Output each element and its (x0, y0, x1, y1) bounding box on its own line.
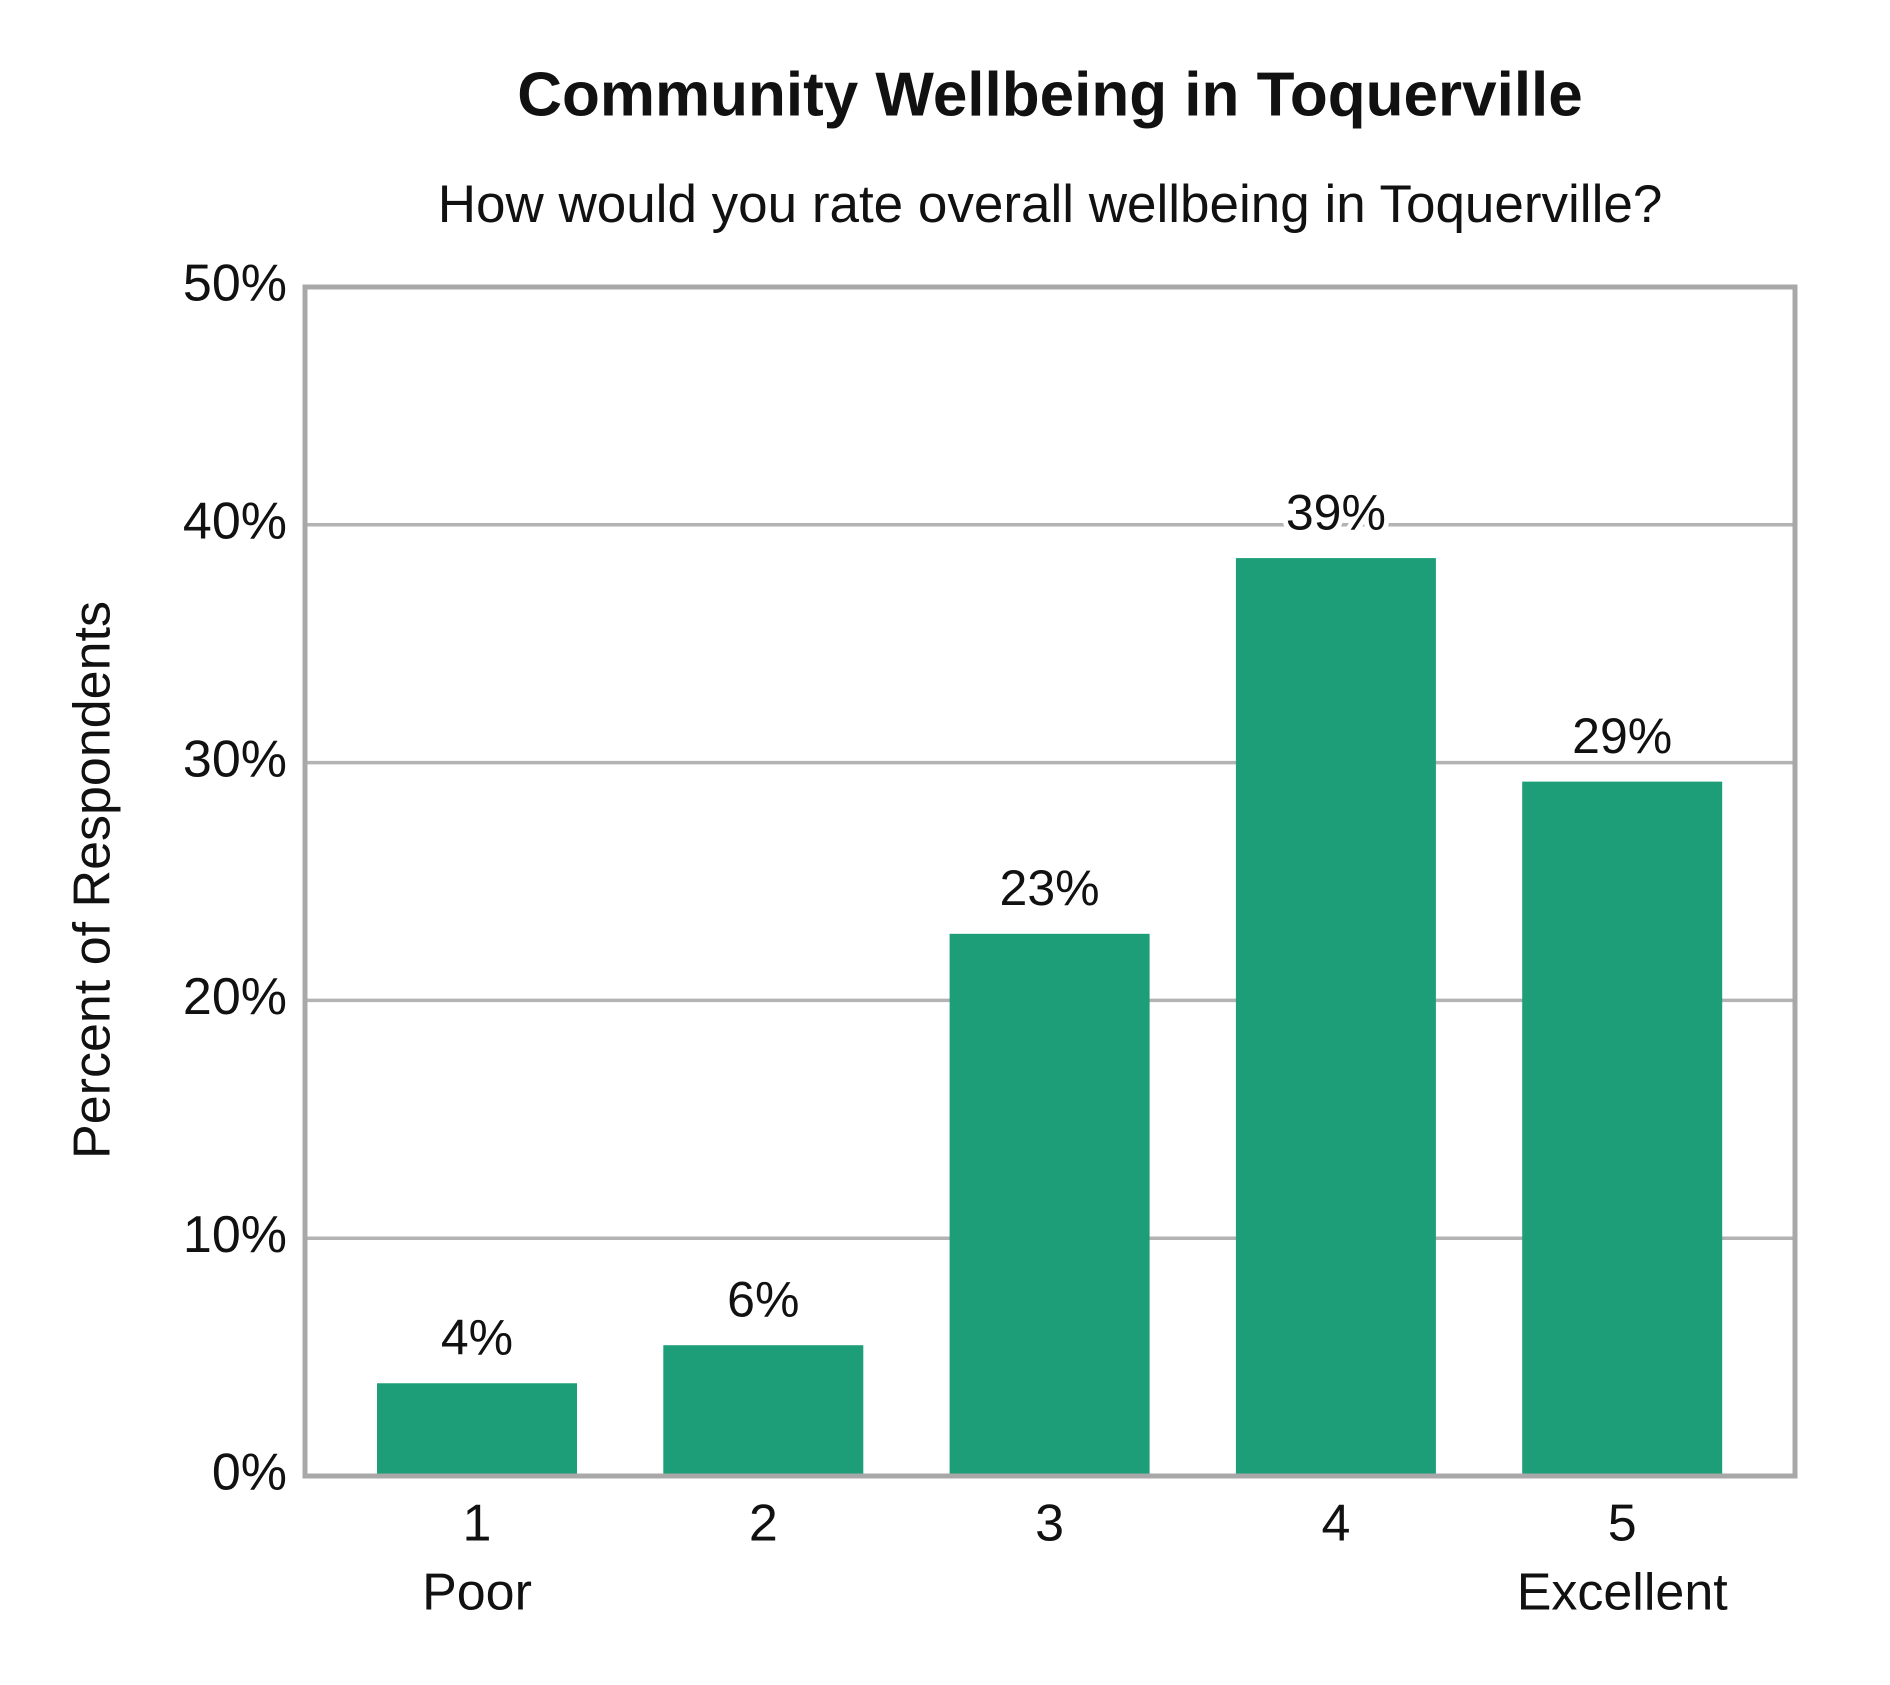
bar (1235, 558, 1436, 1476)
y-axis-title: Percent of Respondents (64, 601, 122, 1159)
y-tick-label: 10% (183, 1206, 287, 1264)
chart-title: Community Wellbeing in Toquerville (517, 60, 1583, 129)
value-label: 4% (441, 1309, 513, 1365)
y-tick-label: 20% (183, 968, 287, 1026)
y-tick-label: 0% (212, 1444, 287, 1502)
x-tick-label: 5 (1608, 1495, 1637, 1553)
x-tick-label: 4 (1321, 1495, 1350, 1553)
bar (949, 933, 1150, 1476)
plot-frame (302, 284, 1798, 1479)
x-tick-label: 1 (463, 1495, 492, 1553)
value-label: 39% (1286, 484, 1386, 540)
bar (663, 1345, 864, 1476)
value-label: 29% (1572, 708, 1672, 764)
value-label: 6% (727, 1271, 799, 1327)
x-tick-label: 2 (749, 1495, 778, 1553)
anchor-label: Poor (422, 1564, 532, 1622)
chart-subtitle: How would you rate overall wellbeing in … (438, 175, 1663, 234)
anchor-label: Excellent (1517, 1564, 1729, 1622)
y-tick-label: 50% (183, 255, 287, 313)
y-tick-label: 40% (183, 493, 287, 551)
bar (377, 1383, 577, 1476)
x-tick-label: 3 (1035, 1495, 1064, 1553)
y-tick-label: 30% (183, 730, 287, 788)
bar (1522, 781, 1723, 1476)
value-label: 23% (1000, 860, 1100, 916)
